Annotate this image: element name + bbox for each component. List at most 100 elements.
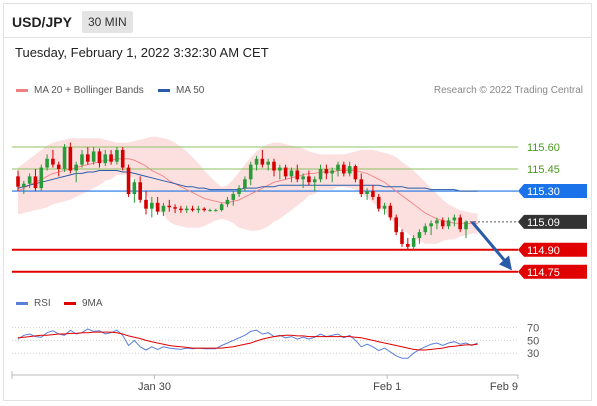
candle-body — [150, 202, 154, 209]
candle-body — [417, 232, 422, 239]
candle-body — [406, 243, 410, 247]
timeframe-badge[interactable]: 30 MIN — [82, 11, 133, 33]
candle-body — [347, 166, 352, 174]
candle-body — [382, 205, 387, 209]
candle-body — [103, 154, 108, 164]
candle-body — [91, 151, 96, 162]
candle-body — [254, 158, 259, 165]
legend-ma9-label: 9MA — [82, 298, 103, 309]
candle-body — [283, 167, 288, 177]
rsi-level-label-2: 30 — [527, 348, 539, 360]
candle-body — [318, 169, 323, 180]
candle-body — [330, 170, 334, 174]
candle-body — [312, 179, 317, 183]
legend-ma9-swatch — [64, 302, 76, 305]
candle-body — [359, 179, 364, 194]
candle-body — [39, 167, 44, 189]
candle-body — [155, 202, 160, 212]
candle-body — [45, 158, 49, 168]
research-credit: Research © 2022 Trading Central — [433, 85, 583, 96]
level-label-1: 115.45 — [527, 164, 560, 176]
level-label-5: 114.75 — [527, 267, 560, 279]
candle-body — [219, 204, 224, 211]
timestamp: Tuesday, February 1, 2022 3:32:30 AM CET — [15, 45, 269, 60]
candle-body — [190, 208, 195, 211]
candle-body — [400, 232, 404, 244]
rsi-line — [17, 328, 478, 359]
candle-body — [266, 161, 270, 165]
candle-body — [411, 238, 416, 247]
candle-body — [179, 208, 183, 211]
chart-header: USD/JPY 30 MIN — [4, 4, 591, 38]
candle-body — [423, 226, 428, 233]
forecast-arrow-shaft — [470, 220, 509, 265]
candle-body — [272, 161, 276, 171]
candle-body — [51, 158, 55, 165]
candle-body — [243, 179, 247, 189]
candle-body — [435, 220, 439, 224]
candle-body — [237, 188, 241, 194]
candle-body — [109, 154, 113, 162]
level-badge-2 — [518, 184, 587, 199]
candle-body — [68, 147, 73, 171]
candle-body — [80, 154, 84, 165]
level-badge-5 — [518, 264, 587, 279]
level-label-0: 115.60 — [527, 142, 560, 154]
level-label-4: 114.90 — [527, 245, 560, 257]
candle-body — [56, 164, 61, 170]
candle-body — [394, 217, 398, 233]
bollinger-band — [18, 136, 478, 244]
candle-body — [295, 170, 300, 180]
candle-body — [86, 154, 90, 162]
candle-body — [33, 176, 38, 189]
candle-body — [458, 217, 462, 230]
candle-body — [126, 167, 131, 194]
candle-body — [260, 158, 265, 165]
candle-body — [16, 176, 20, 187]
candle-body — [138, 182, 142, 200]
ma50-line — [17, 170, 478, 192]
legend-rsi-label: RSI — [34, 298, 51, 309]
rsi-level-label-0: 70 — [527, 323, 539, 335]
candle-body — [289, 170, 294, 177]
candle-body — [115, 149, 119, 162]
candle-body — [196, 208, 201, 211]
candle-body — [97, 151, 102, 164]
legend-ma50-label: MA 50 — [176, 85, 205, 96]
candle-body — [388, 205, 393, 218]
candle-body — [161, 205, 166, 212]
legend-ma50: MA 50 — [158, 85, 204, 96]
candle-body — [452, 217, 457, 221]
level-label-2: 115.30 — [527, 186, 560, 198]
candle-body — [214, 210, 218, 212]
chart-frame — [3, 3, 592, 401]
candle-body — [62, 147, 67, 170]
legend-rsi-swatch — [16, 302, 28, 305]
legend-ma-bb-swatch — [16, 89, 28, 92]
candle-body — [231, 193, 236, 200]
symbol-title: USD/JPY — [12, 14, 72, 30]
candle-body — [248, 164, 253, 180]
candle-body — [376, 196, 381, 209]
candle-body — [446, 220, 451, 227]
candle-body — [132, 182, 137, 194]
candle-body — [27, 176, 32, 184]
legend-ma9: 9MA — [64, 298, 103, 309]
x-tick-label-1: Feb 1 — [373, 381, 401, 393]
candle-body — [429, 223, 433, 227]
candle-body — [225, 199, 230, 205]
legend-ma-bb-label: MA 20 + Bollinger Bands — [34, 85, 144, 96]
level-label-3: 115.09 — [527, 217, 560, 229]
forecast-arrow-head — [499, 255, 512, 271]
candle-body — [365, 191, 369, 194]
candle-body — [301, 176, 305, 180]
candle-body — [307, 176, 311, 183]
x-tick-label-2: Feb 9 — [490, 381, 518, 393]
candle-body — [22, 183, 26, 187]
candle-body — [353, 166, 358, 180]
candle-body — [184, 208, 189, 211]
candle-body — [202, 208, 206, 211]
candle-body — [74, 164, 78, 171]
candle-body — [371, 191, 375, 197]
